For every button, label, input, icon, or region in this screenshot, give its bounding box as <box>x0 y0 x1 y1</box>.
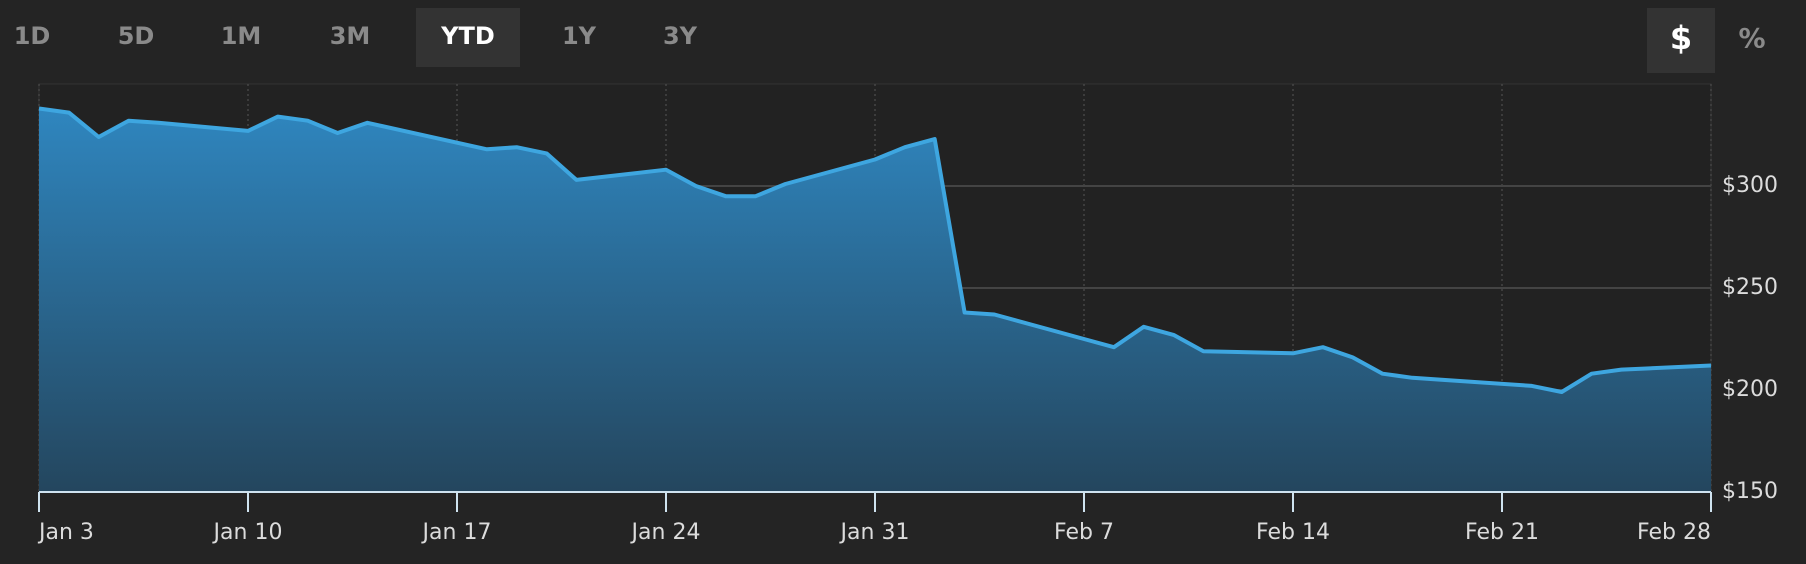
y-tick-label: $250 <box>1722 275 1778 300</box>
range-button[interactable]: 3Y <box>663 22 698 50</box>
range-button[interactable]: 1D <box>14 22 51 50</box>
unit-button[interactable]: % <box>1738 24 1765 55</box>
range-button[interactable]: 1Y <box>562 22 597 50</box>
x-tick-label: Feb 28 <box>1637 520 1711 545</box>
range-button[interactable]: 5D <box>118 22 155 50</box>
x-tick-label: Feb 14 <box>1256 520 1330 545</box>
range-button[interactable]: 3M <box>330 22 371 50</box>
y-tick-label: $300 <box>1722 173 1778 198</box>
x-tick-label: Feb 21 <box>1465 520 1539 545</box>
range-selected-bg <box>416 8 520 67</box>
unit-button[interactable]: $ <box>1670 19 1692 57</box>
y-tick-label: $200 <box>1722 377 1778 402</box>
area-fill <box>39 108 1711 492</box>
x-tick-label: Feb 7 <box>1054 520 1114 545</box>
x-tick-label: Jan 3 <box>37 520 94 545</box>
x-tick-label: Jan 24 <box>630 520 701 545</box>
range-button[interactable]: 1M <box>221 22 262 50</box>
unit-selected-bg <box>1647 8 1715 73</box>
y-tick-label: $150 <box>1722 479 1778 504</box>
x-tick-label: Jan 31 <box>839 520 910 545</box>
price-line <box>38 106 1712 394</box>
x-tick-label: Jan 10 <box>212 520 283 545</box>
range-button[interactable]: YTD <box>440 22 495 50</box>
x-tick-label: Jan 17 <box>421 520 492 545</box>
